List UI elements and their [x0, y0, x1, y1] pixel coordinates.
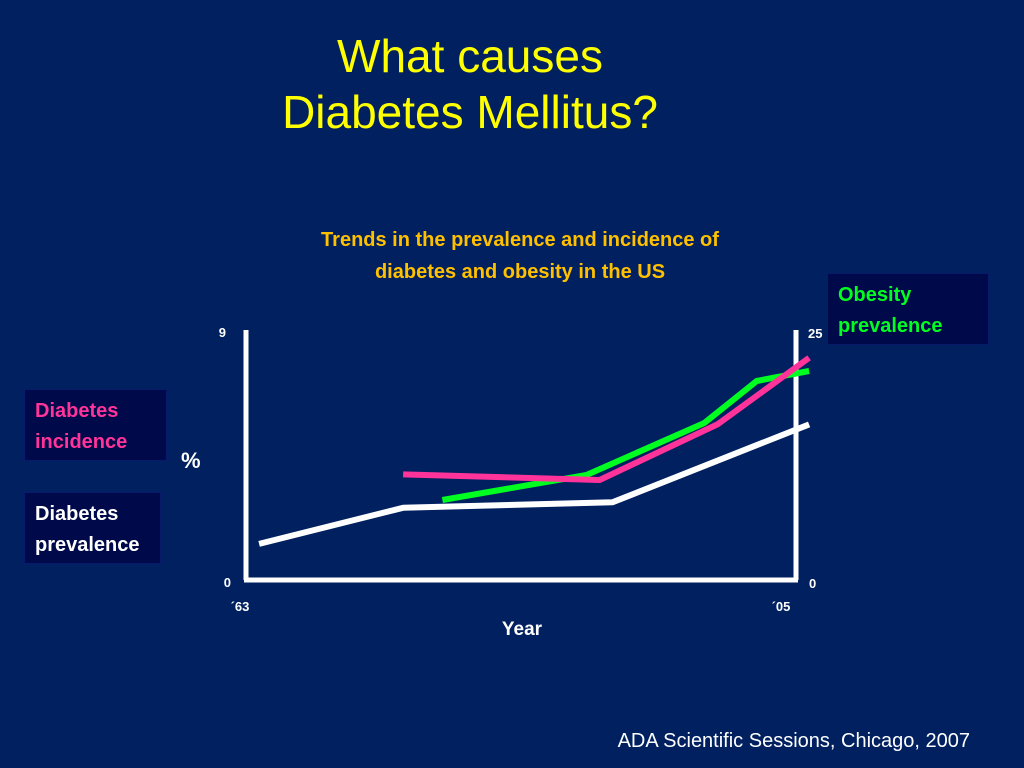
- y-left-max-label: 9: [219, 325, 226, 340]
- legend-obesity-line-2: prevalence: [838, 315, 943, 337]
- legend-diabetes-incidence: Diabetes incidence: [24, 389, 167, 461]
- y-right-max-label: 25: [808, 326, 822, 341]
- x-axis-label: Year: [502, 619, 543, 640]
- tick-labels: 9 0 25 0 ´63 ´05 Year: [219, 325, 823, 640]
- legend-incidence-line-1: Diabetes: [35, 400, 119, 422]
- legend-diabetes-prevalence: Diabetes prevalence: [24, 492, 161, 564]
- legend-prevalence-line-2: prevalence: [35, 534, 140, 556]
- slide-title-line-2: Diabetes Mellitus?: [282, 86, 658, 138]
- x-tick-end: ´05: [772, 599, 791, 614]
- y-left-min-label: 0: [224, 575, 231, 590]
- slide-title: What causes Diabetes Mellitus?: [0, 28, 940, 140]
- legend-incidence-line-2: incidence: [35, 431, 128, 453]
- axes: [243, 330, 799, 583]
- legend-obesity-prevalence: Obesity prevalence: [827, 273, 989, 345]
- legend-prevalence-line-1: Diabetes: [35, 503, 119, 525]
- y-axis-left-label: %: [181, 448, 201, 473]
- series-line-diabetes-prevalence: [258, 421, 811, 547]
- chart-title: Trends in the prevalence and incidence o…: [245, 224, 795, 288]
- slide-title-line-1: What causes: [337, 30, 603, 82]
- legend-obesity-line-1: Obesity: [838, 284, 912, 306]
- y-right-min-label: 0: [809, 576, 816, 591]
- series-line-obesity-prevalence: [441, 368, 810, 503]
- source-footer: ADA Scientific Sessions, Chicago, 2007: [617, 730, 970, 752]
- series-line-diabetes-incidence: [403, 355, 811, 483]
- series-layer: [258, 355, 811, 547]
- x-tick-start: ´63: [231, 599, 250, 614]
- chart-title-line-1: Trends in the prevalence and incidence o…: [321, 229, 719, 251]
- chart-title-line-2: diabetes and obesity in the US: [374, 261, 666, 283]
